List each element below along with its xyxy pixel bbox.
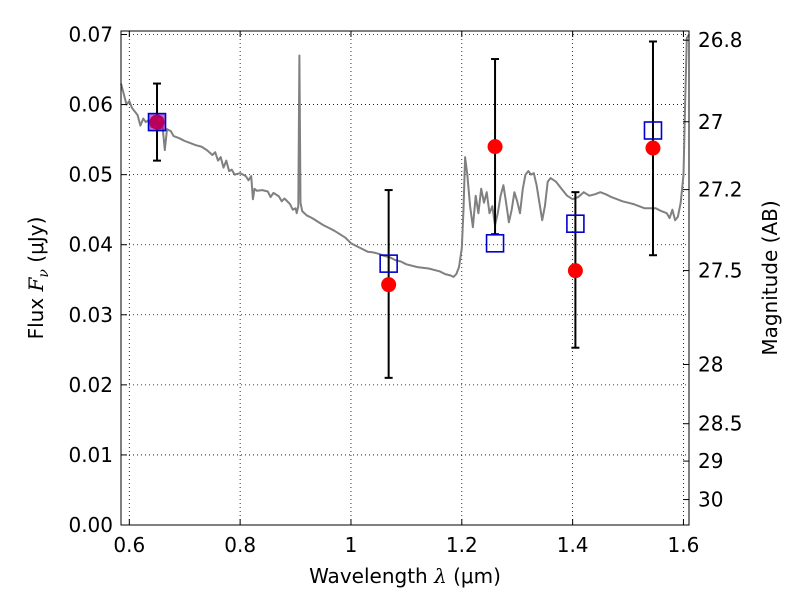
model-photometry-layer bbox=[147, 112, 663, 273]
grid-lines bbox=[121, 31, 689, 526]
model-photometry-point-1 bbox=[379, 254, 398, 273]
y-tick-label-4: 0.04 bbox=[68, 233, 113, 257]
error-bars-layer bbox=[153, 40, 657, 379]
plot-frame bbox=[120, 30, 690, 526]
observed-point-3 bbox=[567, 263, 583, 279]
y-axis-title: Flux Fν (μJy) bbox=[24, 217, 52, 340]
observed-point-2 bbox=[487, 139, 503, 155]
x-tick-label-1: 0.8 bbox=[224, 533, 256, 557]
observed-point-4 bbox=[645, 140, 661, 156]
mag-tick-label-7: 30 bbox=[698, 488, 723, 512]
y-tick-label-6: 0.06 bbox=[68, 93, 113, 117]
model-spectrum-line bbox=[120, 33, 690, 278]
model-photometry-point-0 bbox=[147, 112, 167, 132]
y-tick-label-1: 0.01 bbox=[68, 443, 113, 467]
x-axis-title: Wavelength λ (μm) bbox=[309, 564, 501, 588]
model-photometry-point-2 bbox=[485, 234, 505, 253]
model-photometry-point-3 bbox=[566, 214, 585, 233]
y-axis-ticks: 0.00 0.01 0.02 0.03 0.04 0.05 0.06 0.07 bbox=[68, 23, 127, 537]
observed-points-layer bbox=[149, 114, 661, 293]
magnitude-axis-ticks: 26.8 27 27.2 27.5 28 28.5 29 30 bbox=[683, 28, 743, 512]
x-tick-label-0: 0.6 bbox=[113, 533, 145, 557]
y-tick-label-0: 0.00 bbox=[68, 513, 113, 537]
x-axis-ticks: 0.6 0.8 1 1.2 1.4 1.6 bbox=[113, 31, 699, 557]
x-tick-label-4: 1.4 bbox=[557, 533, 589, 557]
mag-tick-label-2: 27.2 bbox=[698, 178, 743, 202]
y-tick-label-2: 0.02 bbox=[68, 373, 113, 397]
x-tick-label-2: 1 bbox=[345, 533, 358, 557]
mag-tick-label-1: 27 bbox=[698, 110, 723, 134]
model-photometry-point-4 bbox=[643, 121, 663, 140]
mag-tick-label-4: 28 bbox=[698, 352, 723, 376]
observed-point-1 bbox=[381, 277, 397, 293]
x-tick-label-3: 1.2 bbox=[446, 533, 478, 557]
mag-tick-label-6: 29 bbox=[698, 449, 723, 473]
mag-tick-label-5: 28.5 bbox=[698, 412, 743, 436]
y-tick-label-3: 0.03 bbox=[68, 303, 113, 327]
y-tick-label-5: 0.05 bbox=[68, 163, 113, 187]
model-spectrum-layer bbox=[120, 33, 690, 278]
mag-tick-label-0: 26.8 bbox=[698, 28, 743, 52]
mag-tick-label-3: 27.5 bbox=[698, 259, 743, 283]
y-tick-label-7: 0.07 bbox=[68, 23, 113, 47]
x-tick-label-5: 1.6 bbox=[668, 533, 700, 557]
magnitude-axis-title: Magnitude (AB) bbox=[758, 200, 782, 355]
